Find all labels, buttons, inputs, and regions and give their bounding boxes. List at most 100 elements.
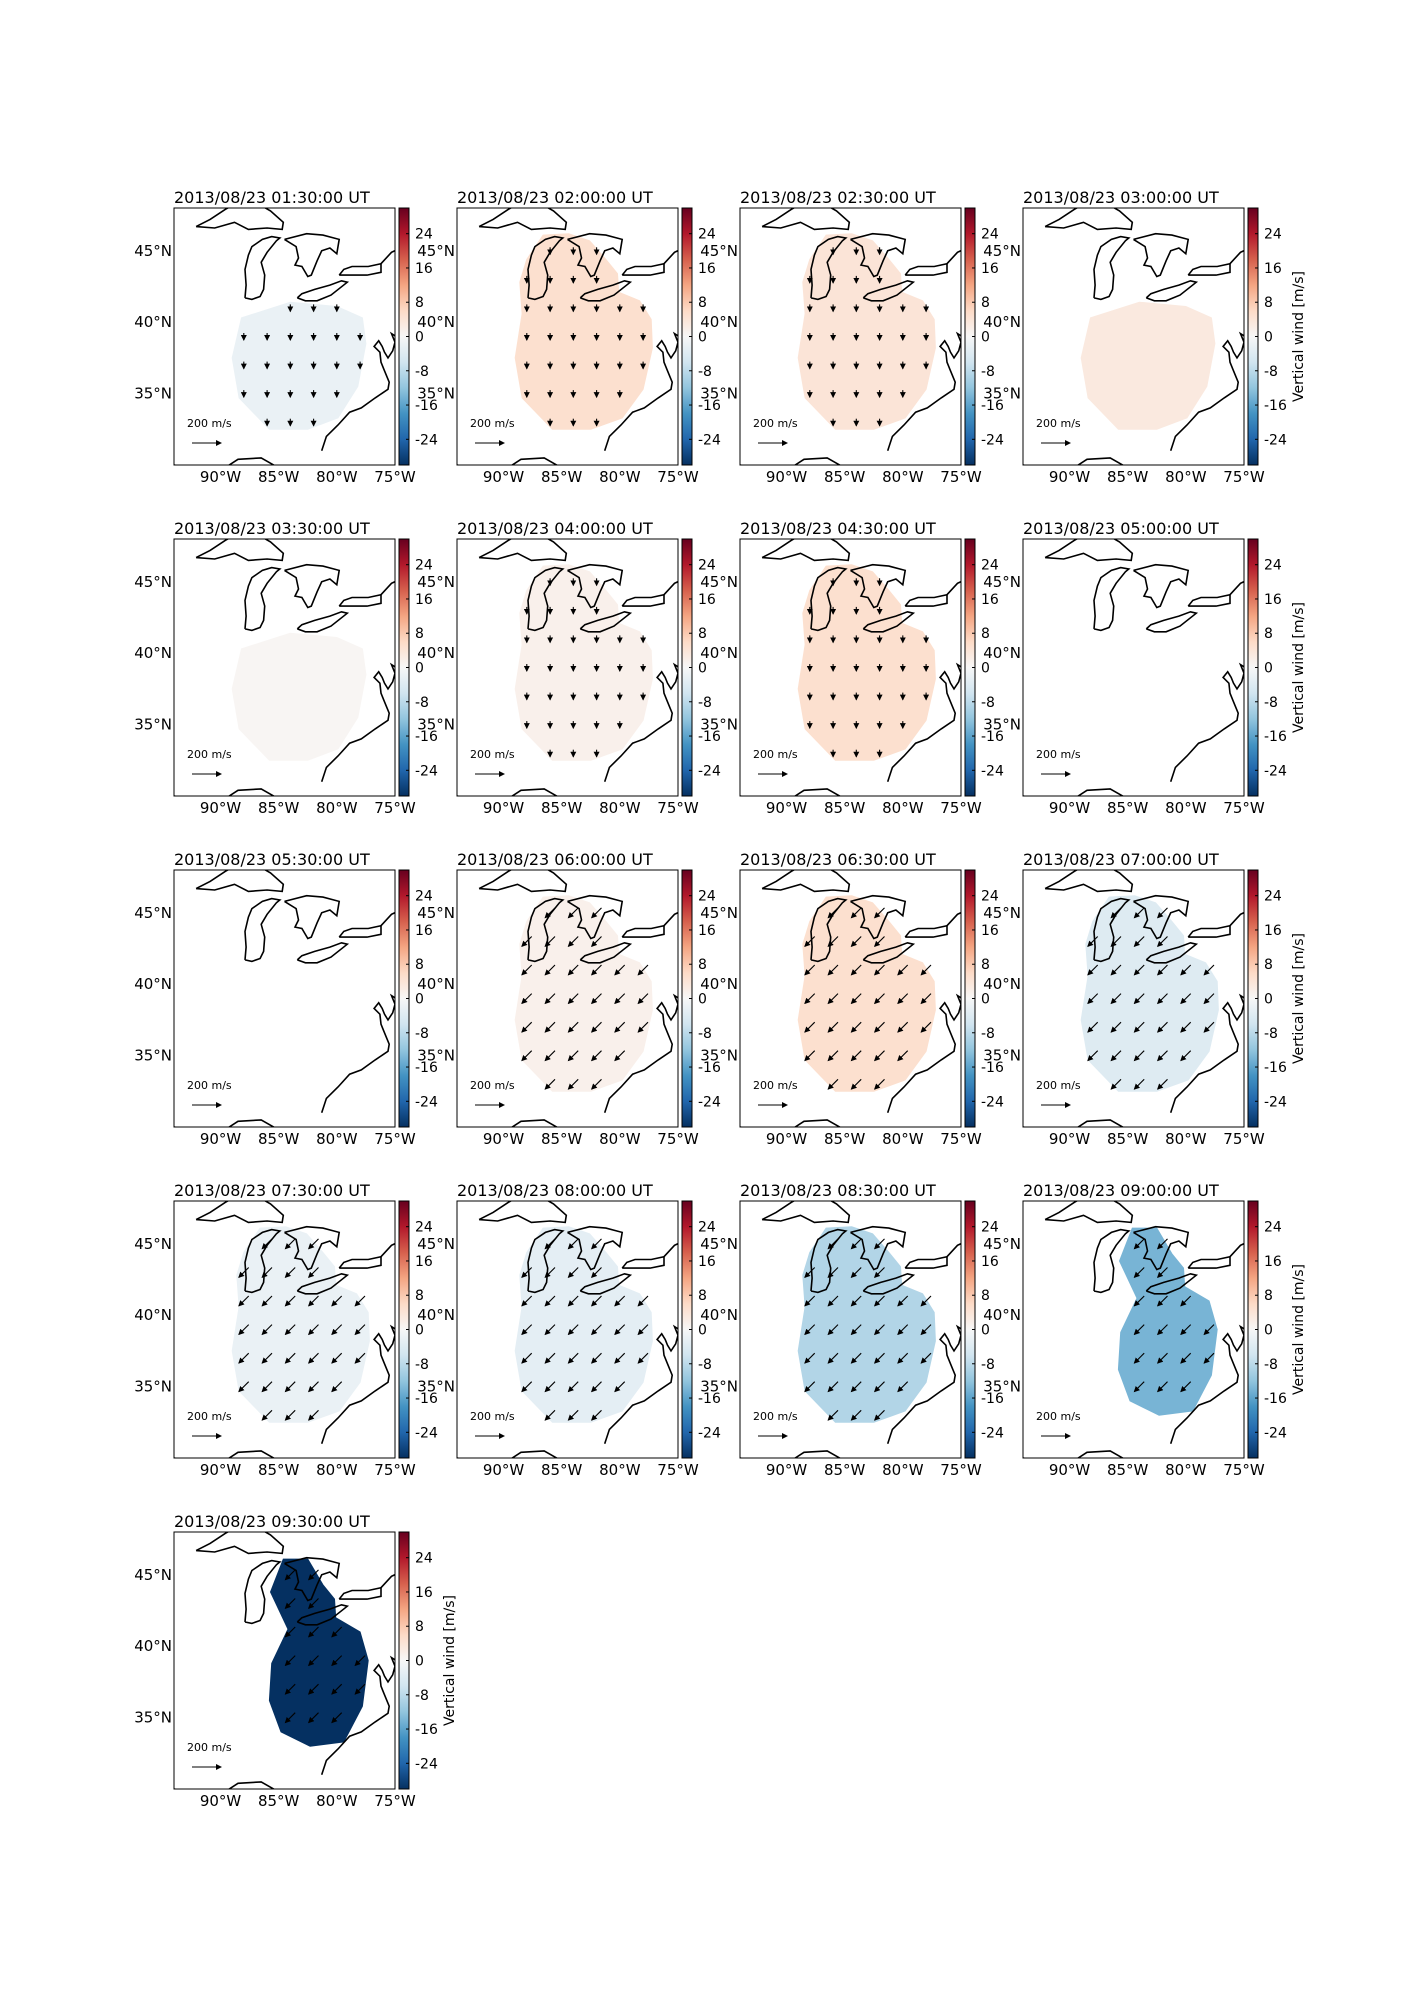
wind-arrow: [544, 907, 556, 919]
map-panels: 2013/08/23 01:30:00 UT 200 m/s 90°W 85°W 80°…: [134, 188, 1307, 1810]
wind-arrow: [1133, 1238, 1145, 1250]
colorbar-tick-label: 24: [1264, 889, 1282, 905]
lon-tick-label: 80°W: [1165, 1130, 1207, 1148]
wind-arrow: [827, 1381, 839, 1393]
wind-arrow: [307, 1626, 319, 1638]
panel-title: 2013/08/23 02:30:00 UT: [740, 188, 936, 207]
colorbar-tick-label: 16: [415, 1254, 433, 1270]
map-area: [740, 1201, 961, 1458]
coastline: [244, 1228, 282, 1294]
wind-arrow: [897, 1021, 909, 1033]
wind-arrow: [1156, 1295, 1168, 1307]
colorbar-tick-label: -24: [1264, 432, 1287, 448]
lat-tick-label: 45°N: [417, 904, 455, 922]
wind-arrow: [354, 1683, 366, 1695]
coastline: [740, 457, 842, 465]
colorbar-tick-label: 8: [698, 1288, 707, 1304]
wind-arrow: [1110, 1050, 1122, 1062]
wind-region: [797, 895, 936, 1092]
lat-tick-label: 35°N: [134, 1047, 172, 1065]
wind-arrow: [1180, 1295, 1192, 1307]
map-area: [174, 1201, 395, 1458]
lat-tick-label: 45°N: [134, 1235, 172, 1253]
lat-tick-label: 45°N: [417, 573, 455, 591]
coastline: [904, 262, 948, 276]
wind-arrow: [544, 1050, 556, 1062]
wind-arrow: [331, 1712, 343, 1724]
colorbar-tick-label: -8: [981, 695, 995, 711]
coastline: [663, 249, 678, 265]
lat-tick-label: 35°N: [417, 1378, 455, 1396]
colorbar-label: Vertical wind [m/s]: [1291, 1264, 1307, 1395]
coastline: [603, 1324, 678, 1444]
wind-arrow: [307, 1352, 319, 1364]
coastline: [338, 1255, 382, 1269]
wind-arrow: [1156, 1381, 1168, 1393]
wind-arrow: [544, 1078, 556, 1090]
map-panel: 2013/08/23 07:30:00 UT 200 m/s 90°W 85°W 80°…: [134, 1181, 438, 1479]
lon-tick-label: 90°W: [1049, 468, 1091, 486]
colorbar-tick-label: 0: [981, 1323, 990, 1339]
map-panel: 2013/08/23 01:30:00 UT 200 m/s 90°W 85°W 80°…: [134, 188, 438, 486]
coastline: [1023, 1119, 1125, 1127]
scale-arrow-label: 200 m/s: [187, 1079, 232, 1092]
coastline: [621, 924, 665, 938]
lon-tick-label: 80°W: [1165, 468, 1207, 486]
coastline: [478, 1201, 568, 1224]
wind-arrow: [307, 1598, 319, 1610]
coastline: [886, 662, 961, 782]
wind-arrow: [873, 1381, 885, 1393]
lon-tick-label: 75°W: [657, 468, 699, 486]
wind-arrow: [1156, 964, 1168, 976]
wind-arrow: [1133, 1295, 1145, 1307]
map-frame: [173, 538, 396, 797]
coastline: [527, 1228, 565, 1294]
wind-arrow: [804, 1324, 816, 1336]
colorbar-tick-label: -24: [415, 1756, 438, 1772]
wind-arrow: [521, 964, 533, 976]
wind-arrow: [1133, 1267, 1145, 1279]
lat-tick-label: 40°N: [983, 644, 1021, 662]
wind-arrow: [1203, 1324, 1215, 1336]
coastline: [527, 897, 565, 963]
wind-arrow: [567, 1352, 579, 1364]
wind-arrow: [1087, 1050, 1099, 1062]
wind-arrow: [873, 936, 885, 948]
scale-arrow-label: 200 m/s: [753, 1410, 798, 1423]
coastline: [296, 1272, 350, 1295]
coastline: [862, 941, 916, 964]
colorbar-tick-label: -16: [1264, 398, 1287, 414]
colorbar-label: Vertical wind [m/s]: [442, 1595, 458, 1726]
colorbar-tick-label: -24: [698, 432, 721, 448]
wind-arrow: [850, 1078, 862, 1090]
lon-tick-label: 90°W: [766, 1461, 808, 1479]
coastline: [527, 235, 565, 301]
wind-arrow: [920, 993, 932, 1005]
wind-arrow: [614, 1050, 626, 1062]
lon-tick-label: 75°W: [374, 1461, 416, 1479]
lon-tick-label: 80°W: [599, 1461, 641, 1479]
wind-arrow: [1133, 1021, 1145, 1033]
lat-tick-label: 40°N: [134, 644, 172, 662]
wind-arrow: [804, 1021, 816, 1033]
wind-region: [231, 1226, 370, 1423]
coastline: [174, 1119, 276, 1127]
colorbar-tick-label: -16: [981, 398, 1004, 414]
colorbar-tick-label: 0: [698, 330, 707, 346]
coastline: [1229, 1242, 1244, 1258]
map-panel: 2013/08/23 03:30:00 UT 200 m/s 90°W 85°W 80°…: [134, 519, 438, 817]
coastline: [1093, 235, 1131, 301]
wind-arrow: [1203, 1352, 1215, 1364]
panel-title: 2013/08/23 07:30:00 UT: [174, 1181, 370, 1200]
map-panel: 2013/08/23 04:00:00 UT 200 m/s 90°W 85°W 80°…: [417, 519, 721, 817]
colorbar-tick-label: 24: [698, 558, 716, 574]
wind-arrow: [307, 1238, 319, 1250]
map-panel: 2013/08/23 03:00:00 UT 200 m/s 90°W 85°W 80°…: [983, 188, 1307, 486]
map-area: [740, 870, 961, 1127]
colorbar-label: Vertical wind [m/s]: [1291, 271, 1307, 402]
lat-tick-label: 45°N: [134, 1566, 172, 1584]
colorbar-tick-label: 16: [1264, 261, 1282, 277]
wind-arrow: [1110, 907, 1122, 919]
colorbar-tick-label: -16: [415, 1060, 438, 1076]
wind-arrow: [1203, 964, 1215, 976]
